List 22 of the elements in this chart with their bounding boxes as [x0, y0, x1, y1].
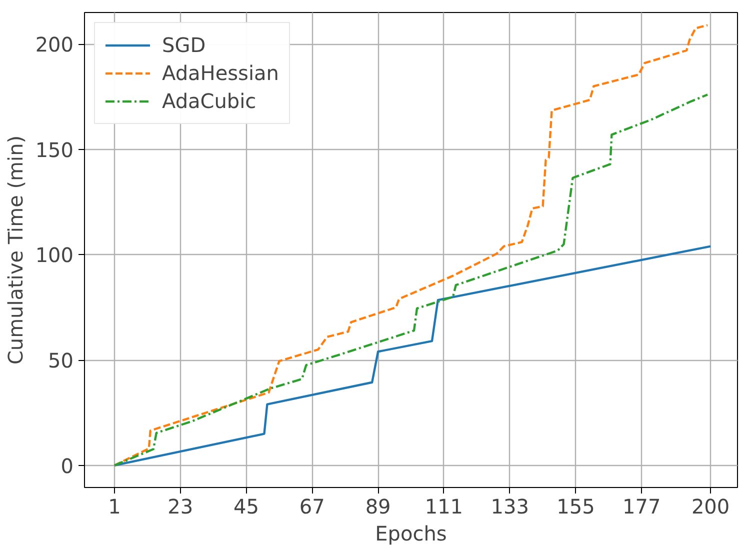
y-tick-label: 200	[35, 32, 74, 57]
legend-label: AdaHessian	[162, 61, 279, 85]
y-tick-label: 100	[35, 243, 74, 268]
legend-label: AdaCubic	[162, 89, 256, 113]
x-tick-label: 67	[299, 494, 325, 518]
x-tick-label: 45	[234, 494, 259, 518]
x-tick-label: 111	[424, 494, 464, 518]
x-tick-label: 1	[108, 494, 121, 518]
x-tick-label: 89	[365, 494, 391, 518]
x-tick-label: 155	[556, 494, 595, 518]
y-tick-label: 0	[60, 454, 74, 478]
y-axis-title: Cumulative Time (min)	[3, 135, 28, 365]
line-series	[113, 94, 709, 466]
x-axis-title: Epochs	[375, 522, 447, 546]
x-tick-label: 133	[490, 494, 529, 518]
legend-label: SGD	[162, 33, 206, 57]
line-series	[113, 245, 712, 466]
x-tick-label: 23	[168, 494, 194, 518]
x-tick-label: 200	[691, 494, 730, 518]
x-tick-label: 177	[622, 494, 661, 518]
y-tick-label: 50	[48, 348, 74, 373]
y-tick-label: 150	[35, 138, 74, 162]
